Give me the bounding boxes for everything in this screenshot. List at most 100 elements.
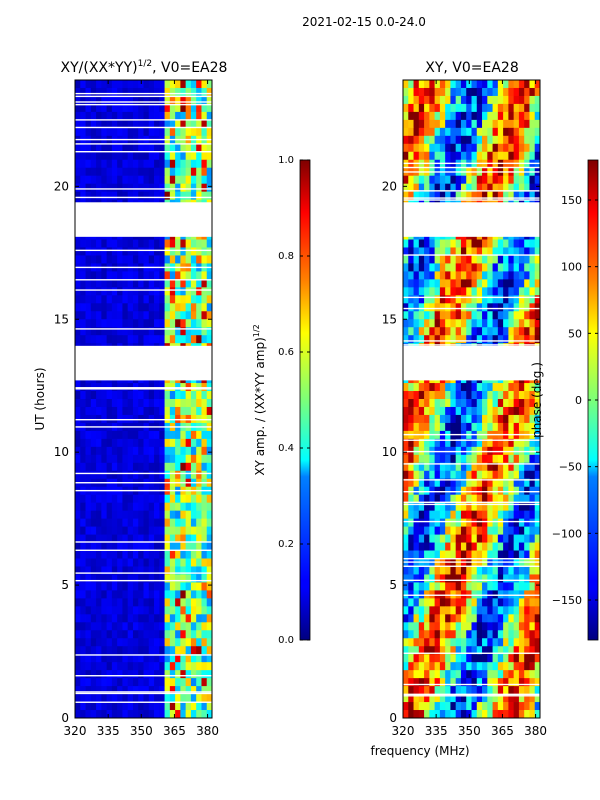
amplitude-heatmap-cell <box>90 694 97 703</box>
amplitude-heatmap-cell <box>127 678 134 687</box>
phase-heatmap-cell <box>497 135 504 145</box>
amplitude-heatmap-cell <box>154 191 160 201</box>
phase-heatmap-cell <box>508 606 515 615</box>
amplitude-heatmap-cell <box>169 191 176 201</box>
amplitude-heatmap-cell <box>180 335 187 344</box>
amplitude-heatmap-cell <box>196 646 202 655</box>
phase-heatmap-cell <box>445 574 451 583</box>
amplitude-heatmap-cell <box>164 638 171 647</box>
phase-heatmap-cell <box>497 654 504 663</box>
phase-heatmap-cell <box>508 670 515 679</box>
phase-heatmap-cell <box>403 662 409 671</box>
phase-heatmap-cell <box>503 526 509 535</box>
amplitude-heatmap-cell <box>164 438 171 448</box>
amplitude-heatmap-cell <box>122 239 129 248</box>
phase-heatmap-cell <box>513 406 520 416</box>
phase-heatmap-cell <box>439 391 446 400</box>
phase-heatmap-cell <box>524 422 530 432</box>
amplitude-heatmap-cell <box>132 590 139 599</box>
amplitude-heatmap-cell <box>106 694 113 703</box>
phase-heatmap-cell <box>439 550 446 559</box>
amplitude-heatmap-cell <box>85 662 92 671</box>
phase-heatmap-cell <box>487 462 493 472</box>
amplitude-x-tick-label: 335 <box>97 724 120 738</box>
phase-heatmap-cell <box>513 303 520 312</box>
phase-heatmap-cell <box>439 414 446 424</box>
amplitude-heatmap-cell <box>96 295 102 304</box>
phase-heatmap-cell <box>450 438 457 448</box>
phase-heatmap-cell <box>503 383 509 392</box>
phase-heatmap-cell <box>503 239 509 248</box>
phase-heatmap-cell <box>534 510 541 520</box>
phase-heatmap-cell <box>513 399 520 408</box>
phase-heatmap-cell <box>476 478 483 488</box>
phase-heatmap-cell <box>487 399 493 408</box>
phase-heatmap-cell <box>455 383 462 392</box>
phase-heatmap-cell <box>450 287 457 296</box>
phase-heatmap-cell <box>487 111 493 121</box>
phase-heatmap-cell <box>408 247 414 256</box>
amplitude-heatmap-cell <box>175 271 181 280</box>
phase-heatmap-cell <box>518 518 525 528</box>
phase-heatmap-cell <box>471 255 478 264</box>
phase-heatmap-cell <box>518 478 525 488</box>
amplitude-heatmap-cell <box>154 399 160 408</box>
phase-heatmap-cell <box>445 175 451 185</box>
amplitude-heatmap-cell <box>196 287 202 296</box>
phase-heatmap-cell <box>513 95 520 105</box>
phase-heatmap-cell <box>413 183 420 193</box>
amplitude-heatmap-cell <box>122 622 129 631</box>
amplitude-heatmap-cell <box>164 470 171 480</box>
amplitude-heatmap-cell <box>117 119 123 129</box>
phase-heatmap-cell <box>455 574 462 583</box>
phase-heatmap-cell <box>455 534 462 543</box>
amplitude-heatmap-cell <box>96 638 102 647</box>
phase-heatmap-cell <box>413 614 420 623</box>
amplitude-heatmap-cell <box>80 80 86 89</box>
amplitude-heatmap-cell <box>196 391 202 400</box>
amplitude-heatmap-cell <box>138 510 144 520</box>
amplitude-heatmap-cell <box>206 534 213 543</box>
amplitude-heatmap-cell <box>143 287 150 296</box>
amplitude-heatmap-cell <box>196 550 202 559</box>
amplitude-heatmap-cell <box>175 686 181 695</box>
amplitude-heatmap-cell <box>180 510 187 520</box>
phase-heatmap-cell <box>424 470 430 480</box>
phase-heatmap-cell <box>471 438 478 448</box>
phase-heatmap-cell <box>460 598 467 607</box>
amplitude-heatmap-cell <box>164 558 171 567</box>
phase-heatmap-cell <box>466 383 472 392</box>
phase-heatmap-cell <box>403 95 409 105</box>
amplitude-heatmap-cell <box>117 183 123 193</box>
amplitude-heatmap-cell <box>201 646 208 655</box>
phase-heatmap-cell <box>460 646 467 655</box>
phase-heatmap-cell <box>518 502 525 512</box>
amplitude-heatmap-cell <box>111 518 118 528</box>
amplitude-heatmap-cell <box>154 542 160 551</box>
amplitude-flag-line <box>75 388 212 390</box>
amplitude-heatmap-cell <box>143 654 150 663</box>
phase-heatmap-cell <box>518 414 525 424</box>
phase-heatmap-cell <box>460 502 467 512</box>
amplitude-heatmap-cell <box>111 470 118 480</box>
phase-heatmap-cell <box>513 119 520 129</box>
amplitude-heatmap-cell <box>111 391 118 400</box>
phase-heatmap-cell <box>418 606 425 615</box>
phase-heatmap-cell <box>413 574 420 583</box>
phase-heatmap-cell <box>408 119 414 129</box>
phase-heatmap-cell <box>450 239 457 248</box>
amplitude-heatmap-cell <box>175 167 181 177</box>
amplitude-heatmap-cell <box>127 438 134 448</box>
phase-heatmap-cell <box>424 574 430 583</box>
phase-flag-line <box>403 344 540 346</box>
amplitude-heatmap-cell <box>201 80 208 89</box>
amplitude-heatmap-cell <box>122 550 129 559</box>
amplitude-heatmap-cell <box>180 502 187 512</box>
amplitude-heatmap-cell <box>206 510 213 520</box>
phase-heatmap-cell <box>492 678 499 687</box>
amplitude-heatmap-cell <box>206 550 213 559</box>
phase-flag-line <box>403 693 540 696</box>
amplitude-heatmap-cell <box>190 630 197 639</box>
phase-heatmap-cell <box>503 686 509 695</box>
phase-heatmap-cell <box>508 103 515 113</box>
